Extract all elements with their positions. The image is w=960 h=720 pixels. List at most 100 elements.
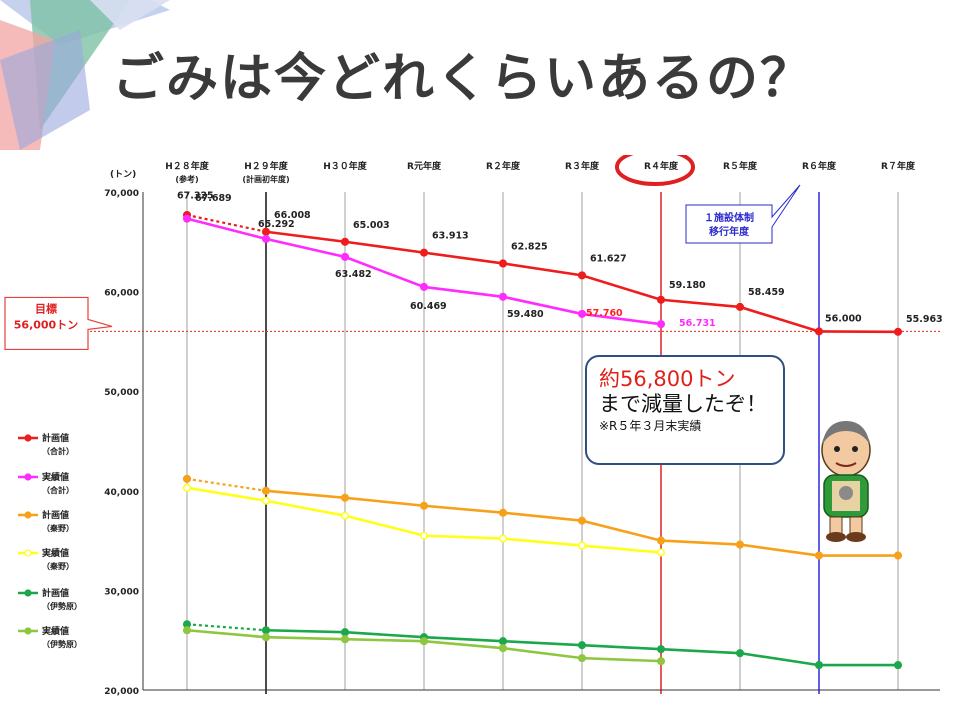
legend-sub: （秦野） <box>42 561 74 571</box>
data-point <box>340 237 350 246</box>
data-label: 59.480 <box>507 309 544 320</box>
waste-volume-chart: 70,000 60,000 50,000 40,000 30,000 20,000 (トン)… <box>4 155 943 697</box>
bubble-message: まで減量したぞ！ <box>599 392 767 416</box>
data-point <box>498 508 508 517</box>
data-point <box>577 641 587 650</box>
y-tick-label: 70,000 <box>104 189 139 199</box>
data-point <box>893 327 903 336</box>
data-point <box>419 637 429 646</box>
legend-name: 計画値 <box>42 509 69 521</box>
target-label-title: 目標 <box>35 301 57 315</box>
legend-marker <box>24 511 32 519</box>
target-callout <box>4 296 113 351</box>
data-point <box>577 541 587 550</box>
y-unit-label: (トン) <box>110 169 136 180</box>
y-tick-label: 60,000 <box>104 289 139 299</box>
data-label: 67.325 <box>177 191 214 202</box>
series-line-dotted <box>186 623 267 632</box>
data-point <box>261 626 271 635</box>
data-point <box>340 511 350 520</box>
data-label: 65.292 <box>258 219 295 230</box>
legend-sub: （合計） <box>42 485 74 495</box>
legend-sub: （伊勢原） <box>42 639 82 649</box>
data-label: 60.469 <box>410 301 447 312</box>
annotation-line1: １施設体制 <box>704 211 754 224</box>
x-category-label: R３年度 <box>565 160 600 172</box>
data-point <box>656 536 666 545</box>
data-point <box>577 654 587 663</box>
legend-name: 実績値 <box>42 471 69 483</box>
data-point <box>735 302 745 311</box>
data-label: 66.008 <box>274 210 311 221</box>
chart-panel: 70,000 60,000 50,000 40,000 30,000 20,000 (トン)… <box>0 155 960 720</box>
legend-name: 実績値 <box>42 625 69 637</box>
x-category-label: H２８年度 <box>165 160 210 172</box>
data-point <box>656 645 666 654</box>
x-category-label: R４年度 <box>644 160 679 172</box>
data-point <box>340 252 350 261</box>
legend-name: 計画値 <box>42 587 69 599</box>
legend-name: 計画値 <box>42 432 69 444</box>
data-point <box>261 234 271 243</box>
data-point <box>419 531 429 540</box>
data-point <box>893 661 903 670</box>
data-point <box>498 259 508 268</box>
data-label: 67.689 <box>195 193 232 204</box>
data-label: 56.000 <box>825 313 862 324</box>
speech-bubble: 約56,800トン まで減量したぞ！ ※R５年３月末実績 <box>585 355 785 465</box>
data-point <box>419 282 429 291</box>
data-point <box>498 637 508 646</box>
data-point <box>498 292 508 301</box>
legend-sub: （合計） <box>42 446 74 456</box>
data-point <box>261 633 271 642</box>
y-tick-label: 50,000 <box>104 388 139 398</box>
data-point <box>419 248 429 257</box>
annotation-callout <box>685 184 801 244</box>
data-point <box>893 551 903 560</box>
data-point <box>814 327 824 336</box>
x-category-label: R２年度 <box>486 160 521 172</box>
data-label: 59.180 <box>669 280 706 291</box>
data-label: 61.627 <box>590 253 627 264</box>
data-point <box>577 271 587 280</box>
annotation-line2: 移行年度 <box>709 225 750 238</box>
data-point <box>261 486 271 495</box>
x-category-sublabel: (参考) <box>175 174 198 184</box>
legend-marker <box>24 549 32 557</box>
y-tick-label: 20,000 <box>104 687 139 697</box>
data-point <box>340 635 350 644</box>
data-point <box>340 628 350 637</box>
data-label: 56.731 <box>679 318 716 329</box>
data-point <box>814 551 824 560</box>
data-point <box>735 540 745 549</box>
data-label: 55.963 <box>906 314 943 325</box>
mascot-character-icon <box>821 421 871 542</box>
data-point <box>498 534 508 543</box>
data-label: 57.760 <box>586 308 623 319</box>
highlight-circle <box>615 155 695 186</box>
x-category-label: R元年度 <box>407 160 442 172</box>
x-category-label: H２９年度 <box>244 160 289 172</box>
legend-marker <box>24 589 32 597</box>
series-line-dotted <box>186 213 267 233</box>
data-point <box>419 501 429 510</box>
legend-sub: （伊勢原） <box>42 601 82 611</box>
data-point <box>340 493 350 502</box>
data-point <box>656 657 666 666</box>
legend-marker <box>24 627 32 635</box>
data-point <box>182 626 192 635</box>
data-point <box>498 644 508 653</box>
data-point <box>814 661 824 670</box>
x-category-label: R６年度 <box>802 160 837 172</box>
x-category-label: H３０年度 <box>323 160 368 172</box>
data-label: 63.913 <box>432 231 469 242</box>
target-label-value: 56,000トン <box>14 318 78 331</box>
data-label: 58.459 <box>748 287 785 298</box>
legend-marker <box>24 473 32 481</box>
y-tick-label: 40,000 <box>104 488 139 498</box>
corner-decoration <box>0 0 170 150</box>
data-point <box>577 309 587 318</box>
bubble-amount: 約56,800トン <box>599 367 736 391</box>
data-point <box>182 474 192 483</box>
data-point <box>656 548 666 557</box>
